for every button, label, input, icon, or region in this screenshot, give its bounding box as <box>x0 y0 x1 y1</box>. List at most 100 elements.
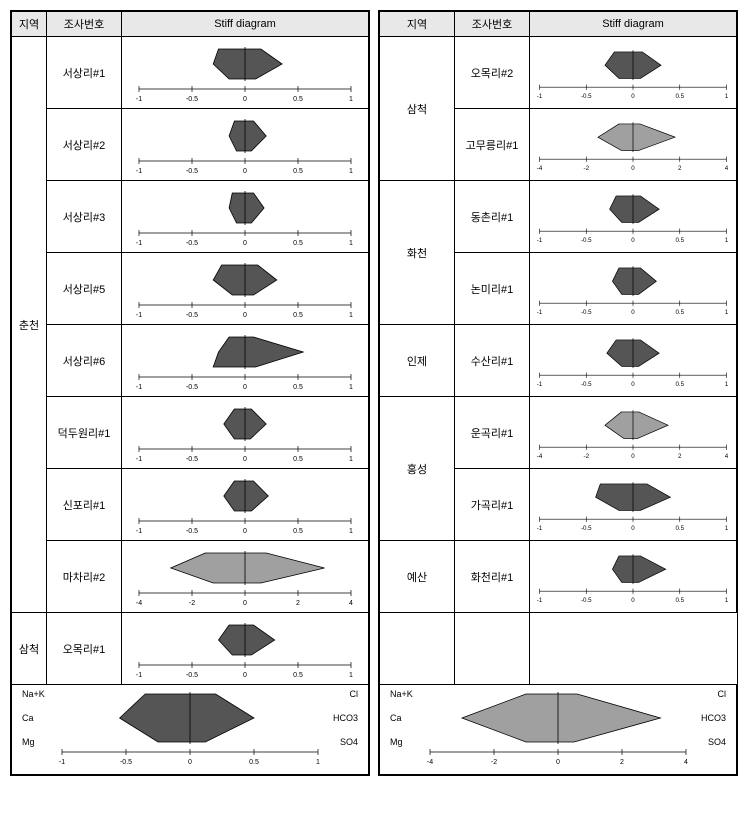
svg-text:Ca: Ca <box>22 713 34 723</box>
survey-cell: 운곡리#1 <box>455 397 530 469</box>
svg-text:-1: -1 <box>136 312 142 319</box>
header-survey: 조사번호 <box>47 12 122 37</box>
svg-text:1: 1 <box>725 236 729 243</box>
svg-text:-2: -2 <box>491 759 497 766</box>
svg-text:0: 0 <box>243 96 247 103</box>
svg-text:Mg: Mg <box>390 737 403 747</box>
svg-text:0.5: 0.5 <box>249 759 259 766</box>
stiff-diagram: -4-2024 <box>536 403 730 465</box>
svg-text:-0.5: -0.5 <box>186 312 198 319</box>
svg-text:1: 1 <box>349 312 353 319</box>
svg-text:-4: -4 <box>537 452 543 459</box>
stiff-diagram: -4-2024 Na+KCaMgClHCO3SO4Cationsmeq/LAni… <box>382 688 734 768</box>
diagram-cell: -4-2024 <box>530 397 737 469</box>
svg-text:0: 0 <box>243 672 247 679</box>
right-half: 지역 조사번호 Stiff diagram 삼척오목리#2 -1-0.500.5… <box>378 10 738 776</box>
diagram-cell: -1-0.500.51 <box>122 109 369 181</box>
svg-text:1: 1 <box>316 759 320 766</box>
legend-cell: -1-0.500.51 Na+KCaMgClHCO3SO4Cationsmeq/… <box>12 685 369 775</box>
svg-text:2: 2 <box>296 600 300 607</box>
svg-text:1: 1 <box>725 308 729 315</box>
svg-text:0: 0 <box>243 600 247 607</box>
legend-row: -4-2024 Na+KCaMgClHCO3SO4Cationsmeq/LAni… <box>380 685 737 775</box>
survey-cell: 서상리#2 <box>47 109 122 181</box>
svg-text:0.5: 0.5 <box>293 384 303 391</box>
svg-text:-0.5: -0.5 <box>581 380 592 387</box>
svg-text:-1: -1 <box>59 759 65 766</box>
survey-cell: 논미리#1 <box>455 253 530 325</box>
right-table: 지역 조사번호 Stiff diagram 삼척오목리#2 -1-0.500.5… <box>379 11 737 775</box>
diagram-cell: -1-0.500.51 <box>530 469 737 541</box>
diagram-cell: -1-0.500.51 <box>530 37 737 109</box>
survey-cell: 오목리#2 <box>455 37 530 109</box>
svg-text:-1: -1 <box>136 168 142 175</box>
survey-cell: 서상리#6 <box>47 325 122 397</box>
svg-text:1: 1 <box>349 456 353 463</box>
svg-text:0: 0 <box>631 452 635 459</box>
svg-text:0: 0 <box>631 596 635 603</box>
stiff-diagram: -1-0.500.51 <box>128 43 362 105</box>
svg-text:0.5: 0.5 <box>675 236 684 243</box>
stiff-diagram: -1-0.500.51 <box>128 475 362 537</box>
svg-text:-0.5: -0.5 <box>186 168 198 175</box>
svg-text:0: 0 <box>631 236 635 243</box>
svg-text:SO4: SO4 <box>340 737 358 747</box>
stiff-diagram: -1-0.500.51 <box>536 331 730 393</box>
header-region: 지역 <box>12 12 47 37</box>
svg-text:-4: -4 <box>427 759 433 766</box>
survey-cell: 서상리#1 <box>47 37 122 109</box>
svg-text:0: 0 <box>243 312 247 319</box>
svg-text:0: 0 <box>631 92 635 99</box>
svg-text:1: 1 <box>725 380 729 387</box>
survey-cell: 덕두원리#1 <box>47 397 122 469</box>
svg-text:0.5: 0.5 <box>293 672 303 679</box>
svg-text:0.5: 0.5 <box>293 96 303 103</box>
stiff-diagram: -1-0.500.51 <box>536 43 730 105</box>
svg-text:-1: -1 <box>136 240 142 247</box>
survey-cell <box>380 613 455 685</box>
table-row: 예산화천리#1 -1-0.500.51 <box>380 541 737 613</box>
region-cell: 인제 <box>380 325 455 397</box>
svg-text:0: 0 <box>188 759 192 766</box>
region-cell: 삼척 <box>12 613 47 685</box>
svg-text:-2: -2 <box>189 600 195 607</box>
stiff-diagram: -1-0.500.51 <box>128 619 362 681</box>
svg-text:HCO3: HCO3 <box>701 713 726 723</box>
svg-text:-0.5: -0.5 <box>581 308 592 315</box>
stiff-diagram: -1-0.500.51 <box>128 115 362 177</box>
diagram-cell: -1-0.500.51 <box>530 253 737 325</box>
table-row: 덕두원리#1 -1-0.500.51 <box>12 397 369 469</box>
table-row: 서상리#2 -1-0.500.51 <box>12 109 369 181</box>
svg-text:-0.5: -0.5 <box>186 672 198 679</box>
svg-text:0.5: 0.5 <box>293 240 303 247</box>
svg-text:HCO3: HCO3 <box>333 713 358 723</box>
svg-text:1: 1 <box>349 672 353 679</box>
svg-text:-1: -1 <box>537 236 543 243</box>
table-row: 서상리#6 -1-0.500.51 <box>12 325 369 397</box>
svg-text:-1: -1 <box>136 96 142 103</box>
survey-cell: 화천리#1 <box>455 541 530 613</box>
svg-text:2: 2 <box>678 164 682 171</box>
svg-text:4: 4 <box>684 759 688 766</box>
table-row: 마차리#2 -4-2024 <box>12 541 369 613</box>
svg-text:2: 2 <box>678 452 682 459</box>
svg-text:0: 0 <box>243 168 247 175</box>
svg-text:0.5: 0.5 <box>675 92 684 99</box>
diagram-cell: -4-2024 <box>122 541 369 613</box>
svg-text:Na+K: Na+K <box>390 689 413 699</box>
svg-text:0.5: 0.5 <box>293 168 303 175</box>
svg-text:2: 2 <box>620 759 624 766</box>
svg-text:0.5: 0.5 <box>293 456 303 463</box>
svg-text:-0.5: -0.5 <box>581 236 592 243</box>
diagram-cell <box>455 613 530 685</box>
stiff-diagram: -1 -0.5 0 0.5 1 <box>536 187 730 249</box>
svg-text:0: 0 <box>243 240 247 247</box>
svg-text:0: 0 <box>631 380 635 387</box>
diagram-cell: -4-2024 <box>530 109 737 181</box>
svg-text:-1: -1 <box>537 596 543 603</box>
svg-text:Cl: Cl <box>350 689 359 699</box>
survey-cell: 오목리#1 <box>47 613 122 685</box>
svg-text:SO4: SO4 <box>708 737 726 747</box>
diagram-cell: -1-0.500.51 <box>530 325 737 397</box>
survey-cell: 서상리#3 <box>47 181 122 253</box>
